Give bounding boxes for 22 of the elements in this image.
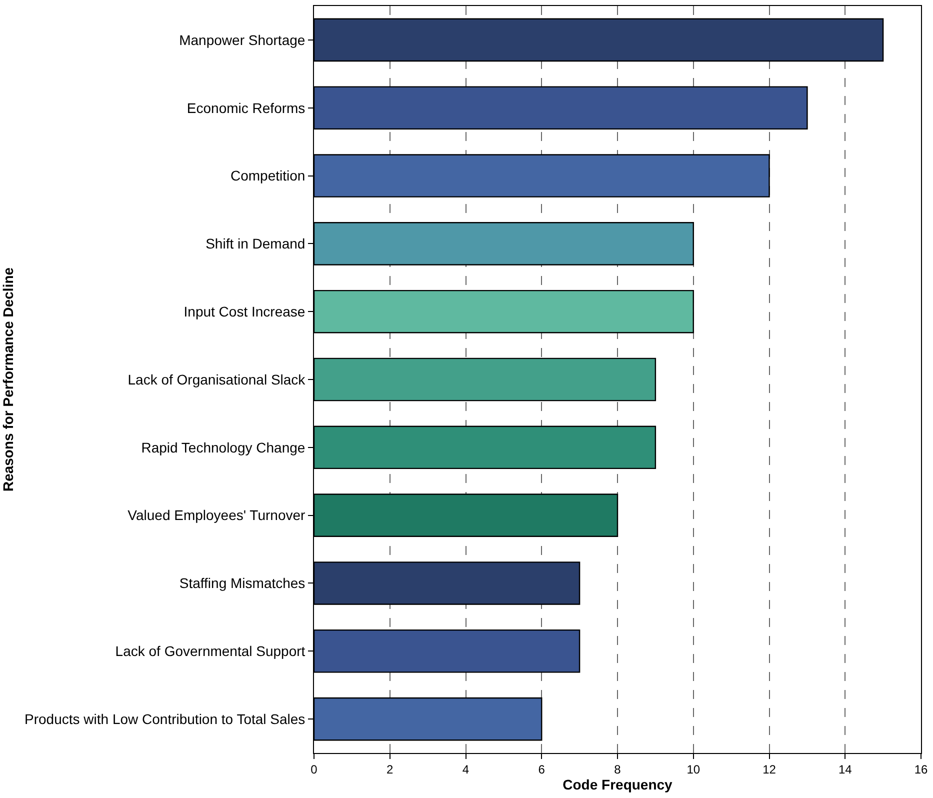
x-tick-label: 10 <box>686 762 700 776</box>
y-tick-label: Input Cost Increase <box>184 303 306 320</box>
x-tick-label: 12 <box>762 762 776 776</box>
y-tick-label: Competition <box>230 168 306 184</box>
y-tick-label: Lack of Governmental Support <box>115 643 306 660</box>
x-tick-label: 4 <box>462 762 470 776</box>
x-tick-label: 0 <box>310 762 318 776</box>
x-tick-label: 6 <box>538 762 546 776</box>
y-tick-label: Products with Low Contribution to Total Sales <box>24 710 306 727</box>
y-tick-label: Lack of Organisational Slack <box>128 371 306 388</box>
y-tick-label: Staffing Mismatches <box>179 575 306 592</box>
x-axis-title: Code Frequency <box>562 776 673 793</box>
y-tick-label: Rapid Technology Change <box>141 439 306 456</box>
y-tick-label: Valued Employees' Turnover <box>128 507 306 524</box>
x-tick-label: 16 <box>914 762 928 776</box>
x-tick-label: 8 <box>614 762 622 776</box>
y-tick-label: Economic Reforms <box>186 100 306 116</box>
y-axis-title: Reasons for Performance Decline <box>0 267 16 492</box>
x-tick-label: 2 <box>386 762 394 776</box>
x-tick-label: 14 <box>838 762 852 776</box>
y-tick-label: Manpower Shortage <box>179 32 306 48</box>
y-tick-label: Shift in Demand <box>206 236 306 252</box>
